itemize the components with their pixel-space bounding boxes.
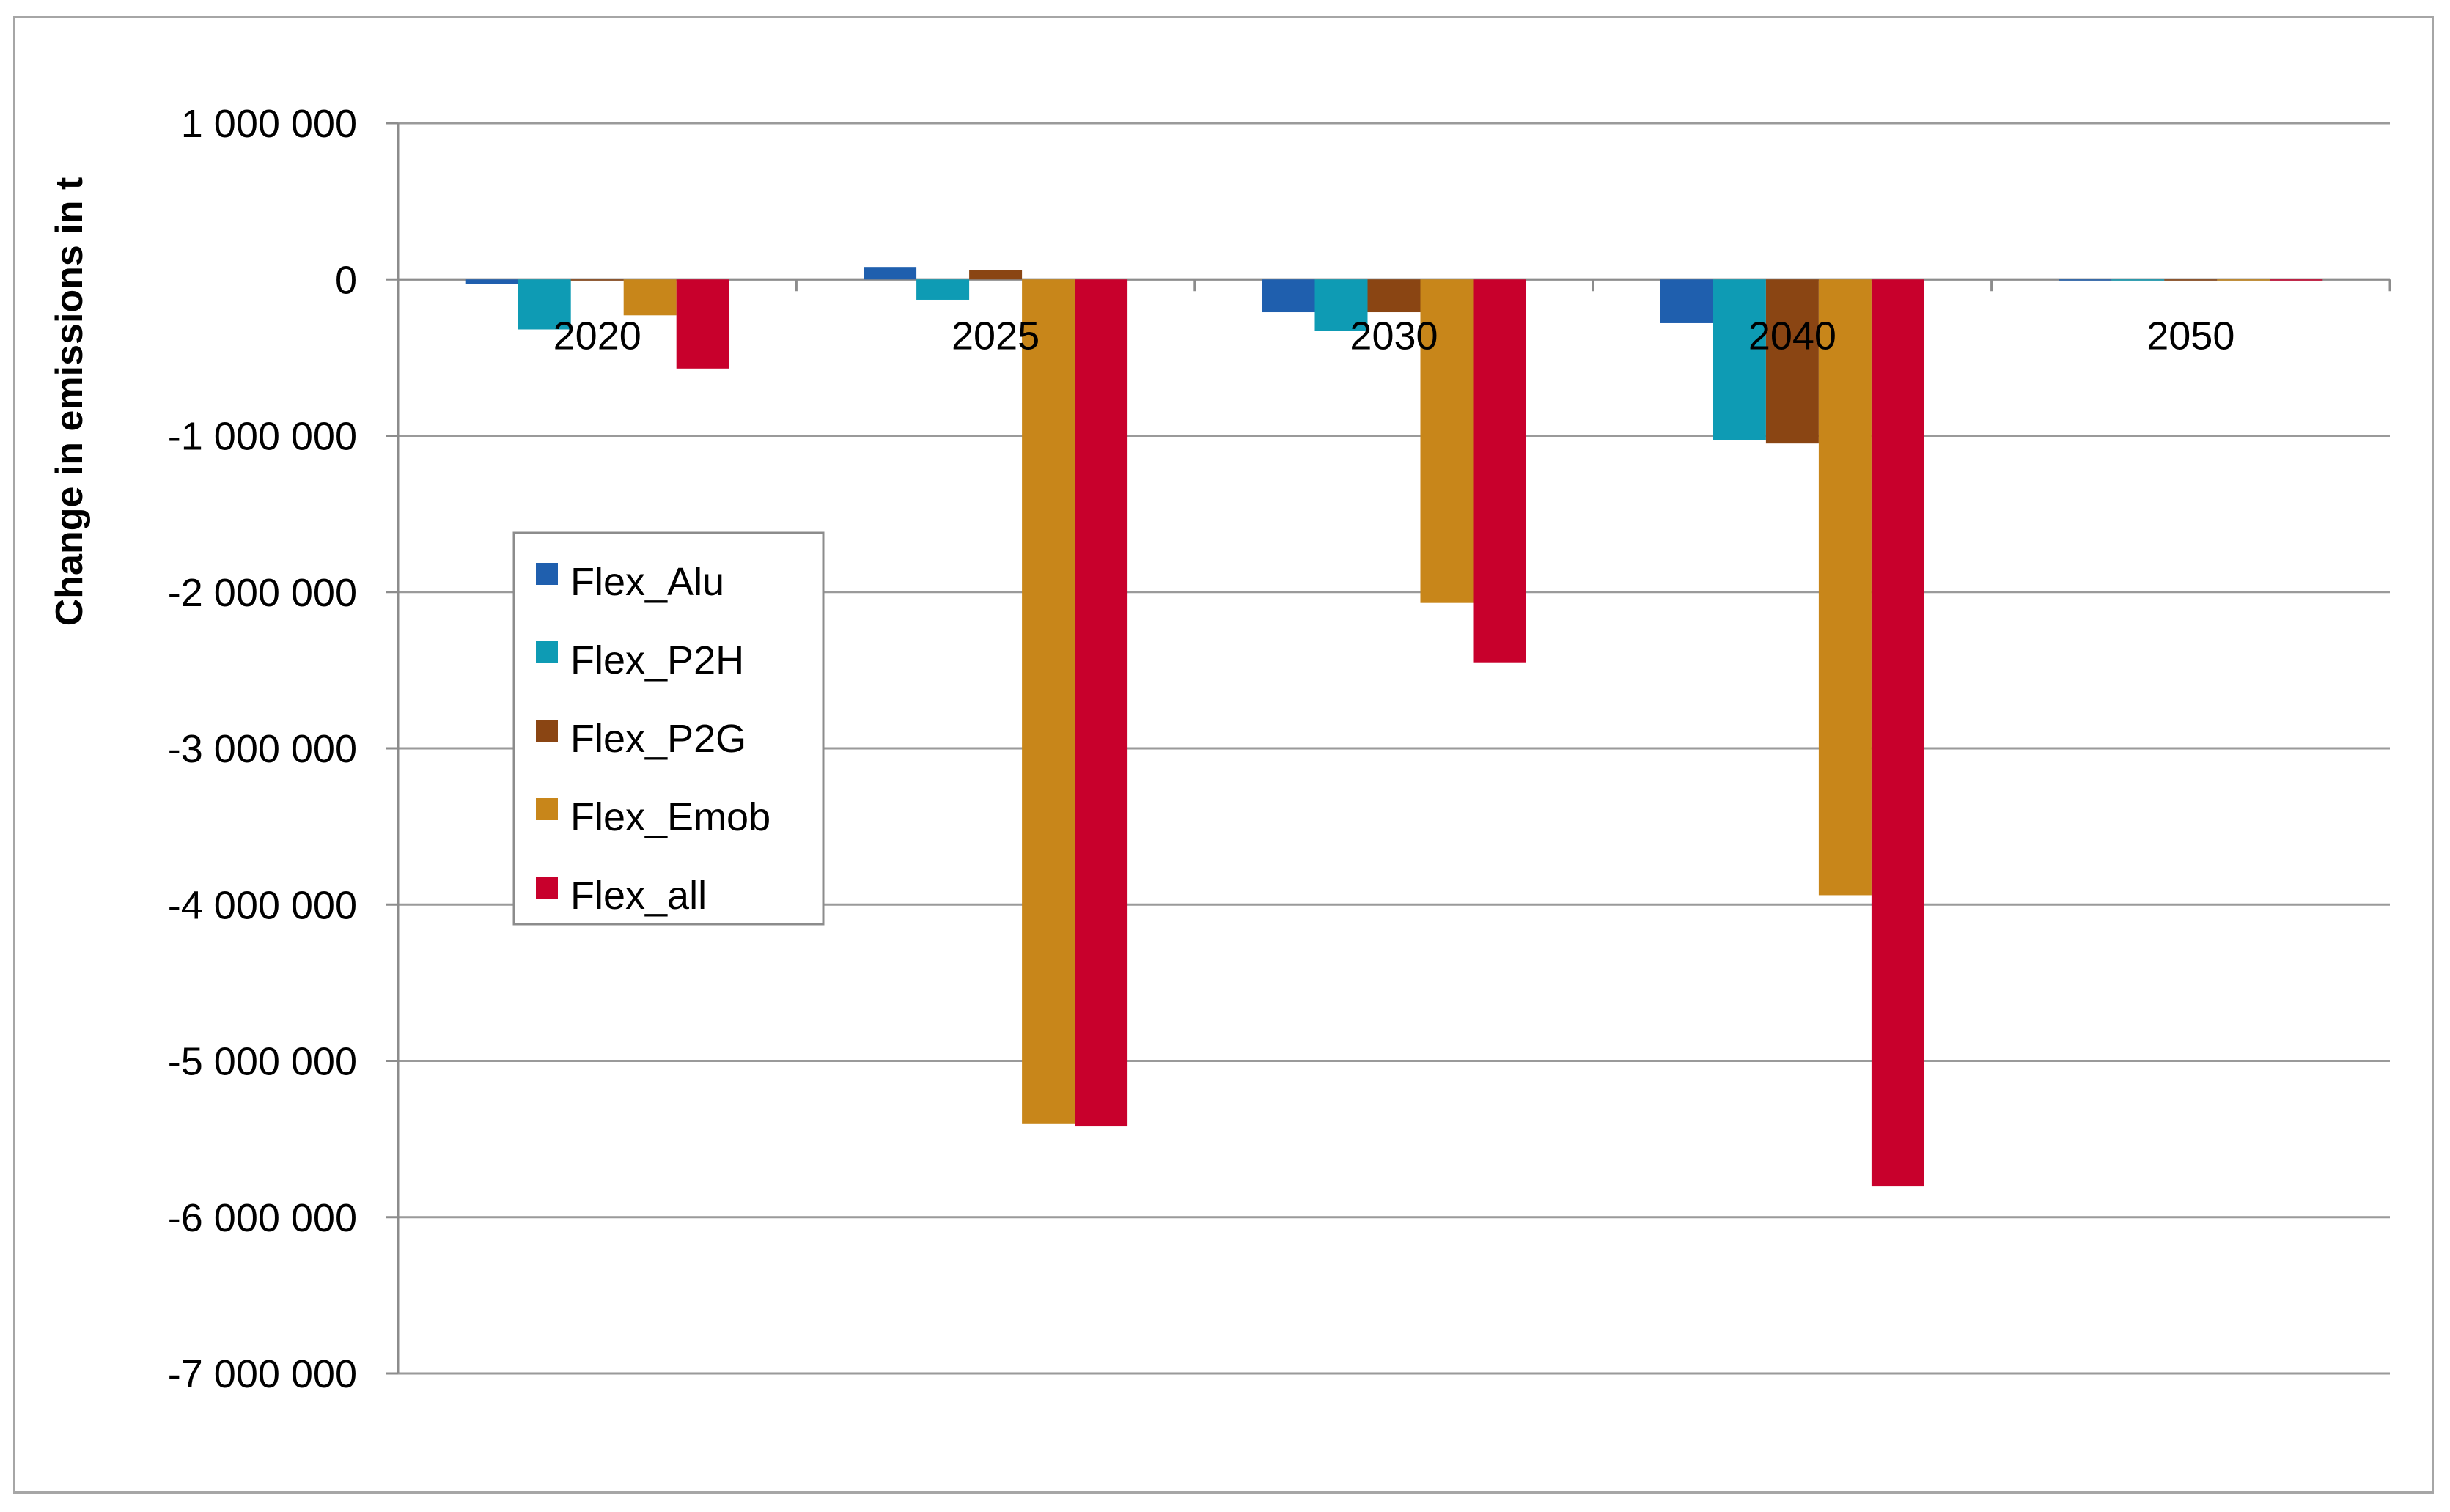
legend-label: Flex_all	[570, 874, 707, 918]
bar-flex-alu-2020	[465, 279, 518, 284]
bar-flex-all-2040	[1871, 279, 1924, 1187]
legend-box	[512, 531, 825, 926]
bar-flex-p2h-2030	[1314, 279, 1368, 331]
bar-flex-emob-2030	[1420, 279, 1474, 603]
y-tick-label: 0	[335, 258, 357, 302]
bar-flex-p2h-2040	[1713, 279, 1766, 440]
y-tick-label: -3 000 000	[168, 727, 357, 771]
bar-flex-alu-2050	[2059, 279, 2112, 281]
y-tick-label: -2 000 000	[168, 571, 357, 615]
y-tick-label: -6 000 000	[168, 1196, 357, 1240]
x-category-label: 2040	[1748, 314, 1836, 358]
x-category-label: 2030	[1350, 314, 1438, 358]
y-tick-label: 1 000 000	[181, 102, 357, 146]
x-category-label: 2050	[2146, 314, 2234, 358]
bar-flex-p2g-2030	[1367, 279, 1421, 313]
legend-label: Flex_Alu	[570, 560, 724, 604]
legend-swatch	[536, 720, 558, 742]
bar-flex-all-2020	[676, 279, 729, 369]
bar-flex-p2g-2050	[2164, 279, 2218, 281]
legend-swatch	[536, 877, 558, 899]
y-tick-label: -7 000 000	[168, 1352, 357, 1396]
legend-swatch	[536, 798, 558, 820]
bar-flex-alu-2030	[1262, 279, 1315, 313]
bars	[465, 267, 2323, 1187]
bar-flex-alu-2025	[864, 267, 917, 280]
y-tick-label: -4 000 000	[168, 883, 357, 927]
bar-flex-emob-2050	[2217, 279, 2270, 281]
legend-swatch	[536, 563, 558, 585]
bar-flex-emob-2040	[1818, 279, 1872, 896]
x-category-label: 2020	[553, 314, 641, 358]
y-axis-title: Change in emissions in t	[48, 177, 91, 627]
chart-frame	[13, 16, 2434, 1494]
y-tick-label: -1 000 000	[168, 415, 357, 459]
bar-flex-all-2050	[2270, 279, 2323, 281]
legend: Flex_Alu Flex_P2H Flex_P2G Flex_Emob Flex_al…	[512, 531, 825, 926]
bar-flex-p2h-2020	[518, 279, 571, 330]
bar-flex-alu-2040	[1660, 279, 1713, 323]
bar-flex-p2g-2020	[570, 279, 624, 281]
bar-flex-all-2025	[1075, 279, 1128, 1127]
bar-flex-p2h-2050	[2111, 279, 2165, 281]
tick-labels: 1 000 000 0 -1 000 000 -2 000 000 -3 000 000…	[168, 102, 2235, 1396]
bar-flex-p2h-2025	[916, 279, 970, 300]
legend-label: Flex_Emob	[570, 795, 770, 839]
bar-flex-all-2030	[1473, 279, 1526, 663]
legend-swatch	[536, 641, 558, 663]
y-tick-label: -5 000 000	[168, 1040, 357, 1084]
legend-label: Flex_P2H	[570, 638, 744, 682]
bar-flex-p2g-2040	[1765, 279, 1819, 444]
bar-flex-p2g-2025	[969, 270, 1023, 280]
bar-flex-emob-2025	[1022, 279, 1075, 1124]
legend-label: Flex_P2G	[570, 717, 746, 761]
bar-flex-emob-2020	[623, 279, 677, 316]
x-category-label: 2025	[952, 314, 1040, 358]
